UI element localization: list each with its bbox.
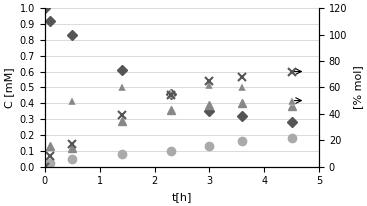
X-axis label: t[h]: t[h] bbox=[172, 192, 192, 202]
Y-axis label: C [mM]: C [mM] bbox=[4, 67, 14, 108]
Y-axis label: [% mol]: [% mol] bbox=[353, 66, 363, 109]
